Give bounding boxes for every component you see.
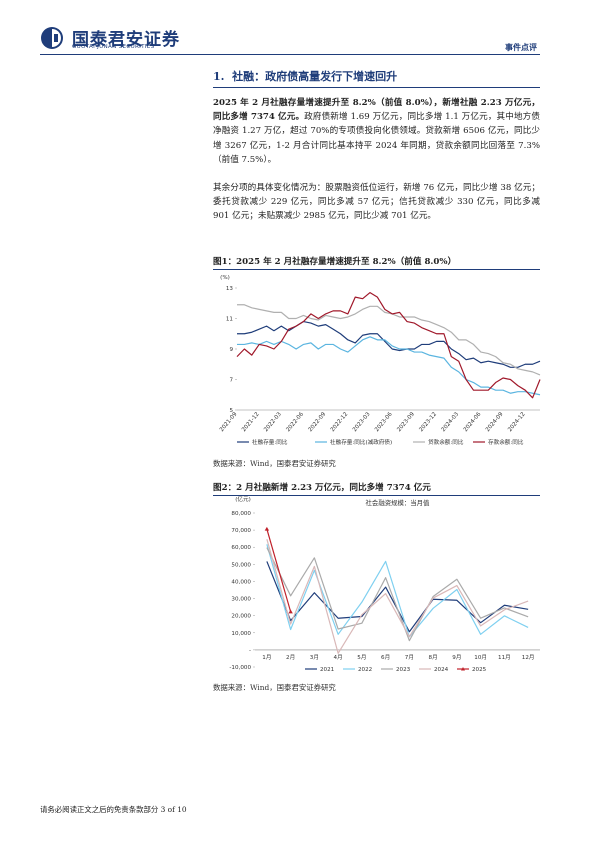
y-tick-label: 7 [229,378,233,384]
y-axis-label: (%) [220,275,230,281]
paragraph: 2025 年 2 月社融存量增速提升至 8.2%（前值 8.0%），新增社融 2… [213,96,540,167]
x-tick-label: 11月 [498,654,511,661]
y-tick-label: 80,000 [231,511,251,517]
y-tick-label: 11 [226,317,234,323]
y-tick-label: 30,000 [231,597,251,603]
x-tick-label: 2024-09 [485,411,505,433]
logo-icon [41,27,63,49]
x-tick-label: 2022-06 [285,411,305,433]
x-tick-label: 2月 [286,654,295,661]
section-title: 社融：政府债高量发行下增速回升 [232,70,398,83]
figure-source: 数据来源：Wind，国泰君安证券研究 [213,459,336,468]
y-tick-label: 9 [229,347,233,353]
series-line [237,320,541,368]
x-tick-label: 2021-12 [241,411,261,433]
brand-en: GUOTAI JUNAN SECURITIES [72,44,155,50]
legend-label: 2022 [358,667,372,673]
series-line [236,291,541,399]
y-tick-label: 60,000 [231,545,251,551]
brand: 国泰君安证券 [72,30,180,50]
x-tick-label: 3月 [310,654,319,661]
paragraph: 其余分项的具体变化情况为：股票融资低位运行，新增 76 亿元，同比少增 38 亿… [213,181,540,224]
x-tick-label: 6月 [381,654,390,661]
x-tick-label: 9月 [452,654,461,661]
y-tick-label: - [249,648,251,654]
x-tick-label: 2022-12 [330,411,350,433]
footer: 请务必阅读正文之后的免责条款部分 3 of 10 [40,804,187,815]
x-tick-label: 2022-03 [263,411,283,433]
legend-marker [461,667,465,671]
chart: 社会融资规模：当月值(亿元)-10,000-10,00020,00030,000… [229,495,540,673]
x-tick-label: 8月 [429,654,438,661]
x-tick-label: 2023-12 [418,411,438,433]
series-line [237,304,541,376]
legend-label: 社融存量:同比(减政府债) [330,438,392,446]
section-heading: 1. 社融：政府债高量发行下增速回升 [213,68,540,88]
header-rule [40,54,540,55]
legend-label: 2024 [434,667,449,673]
y-tick-label: 5 [229,408,233,414]
series-marker [288,609,293,614]
figure-caption: 图2：2 月社融新增 2.23 万亿元，同比多增 7374 亿元 [213,481,540,496]
y-tick-label: 40,000 [231,579,251,585]
series-marker [264,526,270,531]
x-tick-label: 2024-03 [441,411,461,433]
legend-label: 2025 [472,667,487,673]
y-tick-label: 13 [226,286,234,292]
x-tick-label: 12月 [522,654,535,661]
paragraph-lead: 2025 年 2 月社融存量增速提升至 8.2%（前值 8.0%），新增社融 2… [213,98,540,123]
y-tick-label: 10,000 [231,631,251,637]
series-line [237,336,541,396]
x-tick-label: 7月 [405,654,414,661]
legend-label: 社融存量:同比 [252,438,288,446]
x-tick-label: 2021-09 [219,411,239,433]
legend-label: 贷款余额:同比 [428,438,464,446]
paragraph-text: 其余分项的具体变化情况为：股票融资低位运行，新增 76 亿元，同比少增 38 亿… [213,183,540,222]
x-tick-label: 4月 [334,654,343,661]
figure-source: 数据来源：Wind，国泰君安证券研究 [213,683,336,692]
report-type: 事件点评 [505,42,537,52]
y-tick-label: 50,000 [231,562,251,568]
series-line [266,528,292,612]
legend-label: 2021 [320,667,335,673]
series-line [266,539,529,654]
x-tick-label: 2023-03 [352,411,372,433]
paragraph-text: 政府债新增 1.69 万亿元，同比多增 1.1 万亿元，其中地方债净融资 1.2… [213,112,540,165]
x-tick-label: 2023-09 [396,411,416,433]
footer-text: 请务必阅读正文之后的免责条款部分 [40,805,159,814]
y-axis-label: (亿元) [235,495,251,503]
x-tick-label: 5月 [357,654,366,661]
x-tick-label: 2022-09 [308,411,328,433]
series-line [266,544,529,638]
legend-label: 存款余额:同比 [488,438,524,446]
x-tick-label: 10月 [474,654,487,661]
figure-caption: 图1：2025 年 2 月社融存量增速提升至 8.2%（前值 8.0%） [213,255,540,270]
y-tick-label: 20,000 [231,614,251,620]
chart-title: 社会融资规模：当月值 [366,498,431,507]
x-tick-label: 2024-06 [463,411,483,433]
y-tick-label: 70,000 [231,528,251,534]
x-tick-label: 1月 [262,654,271,661]
y-tick-label: -10,000 [229,665,251,671]
series-line [266,547,529,642]
page-number: 3 of 10 [160,805,187,814]
x-tick-label: 2024-12 [507,411,527,433]
section-number: 1. [213,70,225,83]
x-tick-label: 2023-06 [374,411,394,433]
legend-label: 2023 [396,667,411,673]
